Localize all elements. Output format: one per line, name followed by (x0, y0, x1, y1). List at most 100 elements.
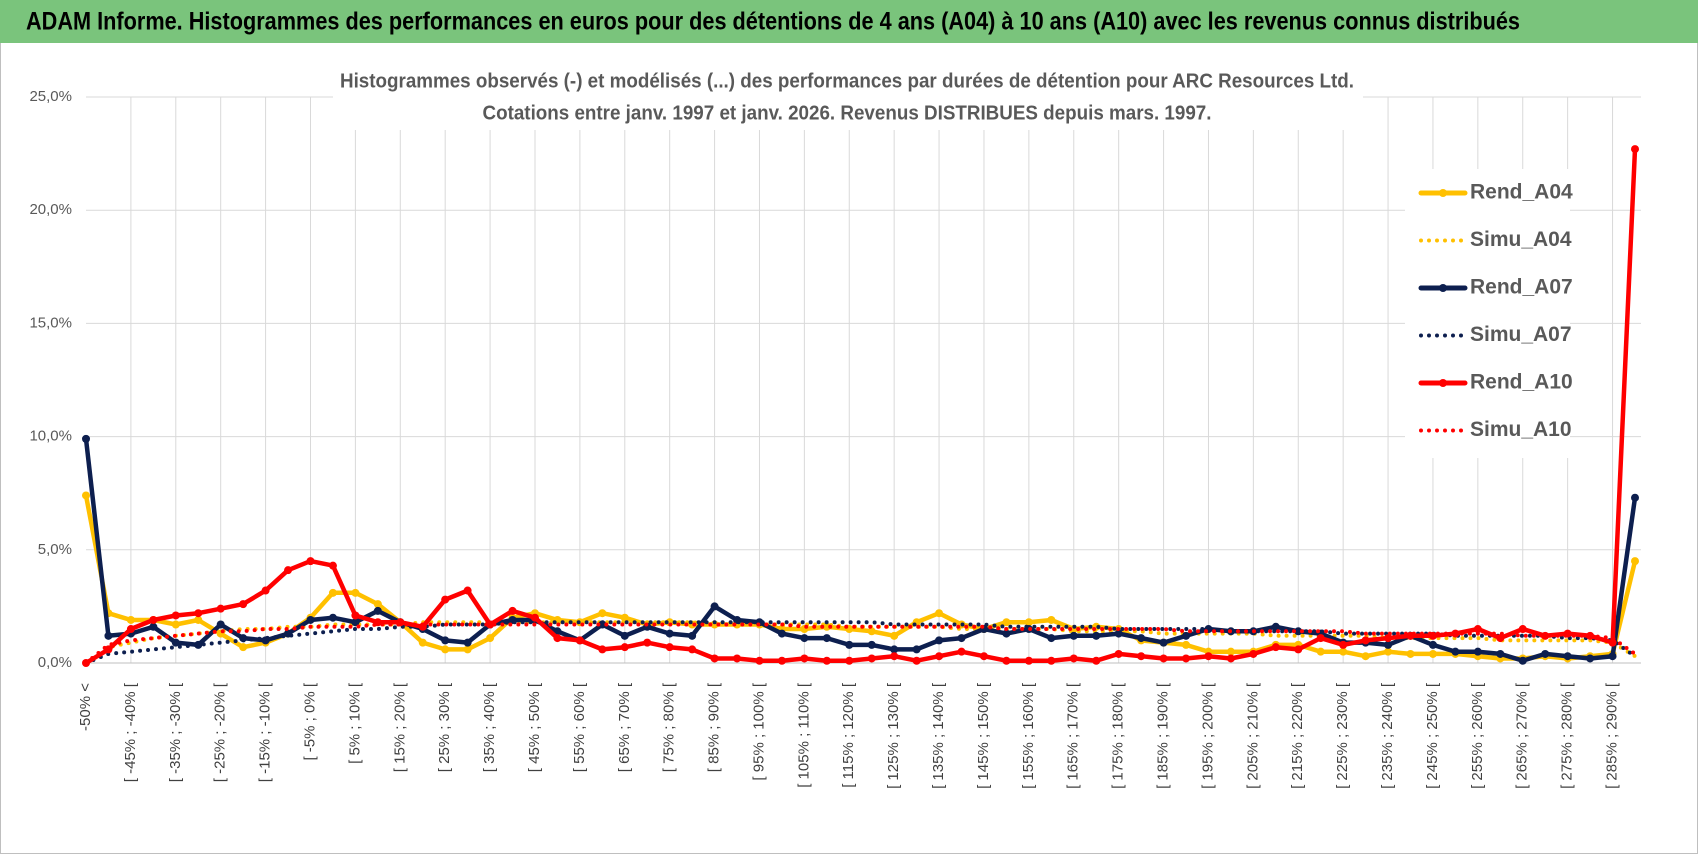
chart-subtitle: Cotations entre janv. 1997 et janv. 2026… (483, 102, 1212, 124)
point (216, 620, 225, 629)
point (1563, 652, 1572, 661)
point (1518, 656, 1527, 665)
legend-label: Simu_A04 (1470, 228, 1572, 251)
point (1631, 493, 1639, 502)
x-tick-label: [ 95% ; 100% [ (750, 682, 767, 780)
chart-subtitle: Histogrammes observés (-) et modélisés (… (340, 70, 1354, 92)
point (149, 615, 158, 624)
point (957, 647, 966, 656)
point (82, 491, 90, 500)
point (1002, 629, 1011, 638)
point (441, 636, 450, 645)
point (216, 604, 225, 613)
x-tick-label: [ 155% ; 160% [ (1020, 682, 1037, 789)
point (1339, 640, 1348, 649)
point (1204, 652, 1213, 661)
point (1271, 622, 1280, 631)
point (867, 627, 876, 636)
point (171, 620, 180, 629)
point (800, 634, 809, 643)
point (1182, 654, 1191, 663)
point (351, 588, 360, 597)
point (1361, 636, 1370, 645)
point (373, 606, 382, 615)
x-tick-label: [ 185% ; 190% [ (1155, 682, 1172, 789)
point (104, 631, 113, 640)
point (575, 636, 584, 645)
point (1428, 640, 1437, 649)
x-tick-label: [ 85% ; 90% [ (706, 682, 723, 772)
point (979, 652, 988, 661)
point (822, 656, 831, 665)
x-tick-label: [ 255% ; 260% [ (1469, 682, 1486, 789)
y-tick-label: 20,0% (29, 201, 72, 218)
point (1428, 649, 1437, 658)
point (598, 609, 607, 618)
point (1069, 631, 1078, 640)
observed-line (83, 146, 1638, 666)
point (620, 631, 629, 640)
point (1002, 656, 1011, 665)
point (553, 634, 562, 643)
point (890, 645, 899, 654)
legend-label: Simu_A07 (1470, 323, 1572, 346)
point (1473, 647, 1482, 656)
x-tick-label: [ 165% ; 170% [ (1065, 682, 1082, 789)
legend-label: Rend_A10 (1470, 371, 1573, 394)
point (530, 613, 539, 622)
simulated-line (84, 622, 1637, 665)
point (1631, 557, 1639, 566)
point (1384, 634, 1393, 643)
point (1047, 634, 1056, 643)
point (441, 595, 450, 604)
point (441, 645, 450, 654)
legend-label: Simu_A10 (1470, 418, 1572, 441)
y-tick-label: 5,0% (38, 541, 72, 558)
point (126, 615, 135, 624)
point (126, 625, 135, 634)
x-tick-label: [ -25% ; -20% [ (212, 682, 229, 782)
point (486, 634, 495, 643)
header-bar (0, 0, 1698, 43)
point (508, 606, 517, 615)
point (1137, 634, 1146, 643)
legend-label: Rend_A04 (1470, 181, 1573, 204)
x-tick-label: [ 105% ; 110% [ (795, 682, 812, 788)
point (777, 656, 786, 665)
x-tick-label: [ 65% ; 70% [ (616, 682, 633, 772)
point (800, 654, 809, 663)
point (1608, 638, 1617, 647)
point (665, 629, 674, 638)
point (1608, 652, 1617, 661)
point (755, 656, 764, 665)
point (845, 656, 854, 665)
point (171, 638, 180, 647)
point (1406, 649, 1415, 658)
x-tick-label: [ 195% ; 200% [ (1199, 682, 1216, 789)
point (1182, 631, 1191, 640)
x-tick-label: -50% < (77, 683, 94, 731)
x-tick-label: [ -5% ; 0% [ (301, 682, 318, 760)
point (171, 611, 180, 620)
point (1541, 631, 1550, 640)
point (1249, 649, 1258, 658)
subtitle-bg (333, 64, 1363, 130)
x-tick-label: [ -45% ; -40% [ (122, 682, 139, 782)
point (912, 656, 921, 665)
x-tick-label: [ 35% ; 40% [ (481, 682, 498, 772)
point (620, 613, 629, 622)
point (1541, 649, 1550, 658)
point (1586, 654, 1595, 663)
x-tick-label: [ 265% ; 270% [ (1514, 682, 1531, 789)
point (149, 622, 158, 631)
point (418, 638, 427, 647)
point (1271, 643, 1280, 652)
point (1294, 645, 1303, 654)
x-tick-label: [ 235% ; 240% [ (1379, 682, 1396, 789)
point (733, 654, 742, 663)
point (1361, 652, 1370, 661)
point (373, 600, 382, 609)
x-tick-label: [ 225% ; 230% [ (1334, 682, 1351, 789)
point (867, 640, 876, 649)
